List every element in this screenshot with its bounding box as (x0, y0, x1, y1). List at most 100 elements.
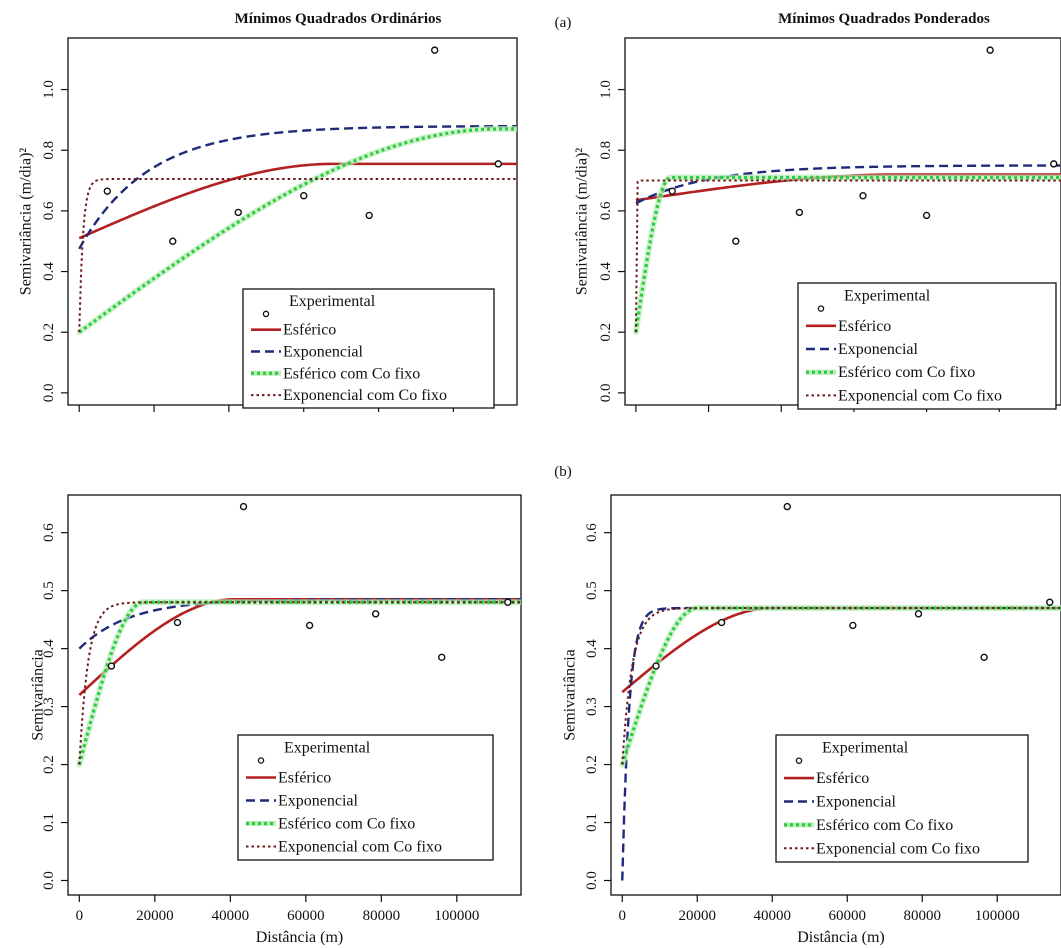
experimental-point (849, 621, 857, 630)
series-exponencial (78, 124, 517, 250)
legend-label-exponencial-com-co-fixo: Exponencial com Co fixo (283, 387, 447, 404)
legend-label-exponencial: Exponencial (816, 794, 897, 811)
y-tick-label: 0.4 (41, 262, 57, 281)
y-tick-label: 1.0 (41, 80, 57, 99)
experimental-point (173, 618, 182, 627)
legend-label-esferico: Esférico (838, 318, 891, 335)
x-tick-label: 0 (619, 908, 627, 924)
series-exponencial (635, 164, 1061, 205)
legend-box (237, 734, 494, 861)
panel-label-b: (b) (554, 464, 572, 480)
y-axis-label: Semivariância (30, 649, 47, 741)
y-tick-label: 0.8 (41, 141, 57, 160)
series-exponencial-com-co-fixo (78, 178, 517, 333)
experimental-point (652, 662, 660, 670)
series-exponencial-com-co-fixo (78, 601, 521, 765)
legend-label-exponencial-com-co-fixo: Exponencial com Co fixo (838, 387, 1002, 404)
experimental-point (239, 502, 248, 511)
x-axis-label: Distância (m) (797, 929, 885, 946)
x-tick-label: 40000 (212, 908, 250, 924)
experimental-point (430, 46, 439, 54)
y-tick-label: 0.6 (41, 523, 57, 542)
y-tick-label: 0.2 (41, 323, 57, 342)
experimental-point (107, 662, 116, 670)
y-tick-label: 0.6 (584, 523, 600, 542)
legend-label-exponencial: Exponencial (278, 793, 359, 810)
y-tick-label: 0.0 (41, 383, 57, 402)
experimental-point (783, 502, 791, 511)
legend-symbol-experimental (795, 757, 803, 764)
experimental-point (365, 211, 373, 220)
legend-symbol-experimental (817, 305, 825, 312)
legend: Experimental Esférico Exponencial Esférico … (242, 288, 495, 409)
legend: Experimental Esférico Exponencial Esférico … (797, 282, 1057, 410)
y-tick-label: 0.0 (598, 383, 614, 402)
plot-area (76, 46, 517, 336)
x-tick-label: 40000 (754, 908, 792, 924)
experimental-point (986, 46, 994, 54)
x-tick-label: 100000 (975, 908, 1020, 924)
x-tick-label: 60000 (287, 908, 325, 924)
experimental-point (169, 237, 177, 245)
y-axis-label: Semivariância (m/dia)² (18, 148, 35, 296)
x-tick-label: 0 (76, 908, 84, 924)
chart-title: Mínimos Quadrados Ordinários (235, 11, 442, 27)
x-tick-label: 80000 (904, 908, 942, 924)
panel-label-a: (a) (555, 15, 572, 31)
experimental-point (438, 653, 446, 662)
experimental-point (1050, 160, 1058, 168)
experimental-point (234, 208, 242, 217)
plot-frame (610, 494, 1061, 896)
y-tick-label: 0.0 (41, 871, 57, 890)
y-tick-label: 0.8 (598, 141, 614, 160)
legend-box (797, 282, 1057, 410)
series-esferico-com-co-fixo (634, 175, 1061, 333)
y-tick-label: 0.2 (598, 323, 614, 342)
legend-label-exponencial-com-co-fixo: Exponencial com Co fixo (278, 839, 442, 856)
y-tick-label: 0.1 (584, 813, 600, 832)
experimental-point (980, 653, 988, 662)
experimental-point (504, 598, 512, 606)
y-tick-label: 0.2 (584, 755, 600, 774)
legend-label-esferico-com-co-fixo: Esférico com Co fixo (283, 365, 420, 382)
legend-label-esferico-com-co-fixo: Esférico com Co fixo (816, 817, 953, 834)
chart-b-wls: 0.0 0.1 0.2 0.3 0.4 0.5 0.6 Semivariância 0 20000… (562, 494, 1061, 946)
experimental-point (717, 618, 726, 627)
y-tick-label: 1.0 (598, 80, 614, 99)
y-tick-label: 0.2 (41, 755, 57, 774)
y-tick-label: 0.4 (584, 639, 600, 658)
legend: Experimental Esférico Exponencial Esférico … (775, 734, 1029, 863)
chart-title: Mínimos Quadrados Ponderados (778, 11, 990, 27)
y-tick-label: 0.6 (41, 201, 57, 220)
experimental-point (859, 192, 867, 200)
x-tick-label: 80000 (363, 908, 401, 924)
plot-area (76, 502, 521, 768)
y-tick-label: 0.4 (598, 262, 614, 281)
x-axis-label: Distância (m) (256, 929, 344, 946)
y-tick-label: 0.5 (41, 581, 57, 600)
chart-b-ols: 0.0 0.1 0.2 0.3 0.4 0.5 0.6 Semivariância 0 20000… (30, 494, 522, 946)
chart-a-wls: Mínimos Quadrados Ponderados 0.0 0.2 0.4 0.6… (574, 11, 1061, 412)
legend-label-exponencial: Exponencial (838, 341, 919, 358)
experimental-point (732, 237, 740, 245)
experimental-point (300, 192, 308, 200)
y-tick-label: 0.0 (584, 871, 600, 890)
legend-symbol-experimental (262, 310, 270, 318)
chart-a-ols: Mínimos Quadrados Ordinários 0.0 0.2 0.4 0.6… (18, 11, 518, 412)
series-halo-esferico-com-co-fixo (76, 125, 517, 336)
y-tick-label: 0.3 (41, 697, 57, 716)
legend-box (242, 288, 495, 409)
x-tick-label: 60000 (829, 908, 867, 924)
legend-label-esferico-com-co-fixo: Esférico com Co fixo (278, 816, 415, 833)
legend-label-experimental: Experimental (844, 288, 931, 305)
y-tick-label: 0.1 (41, 813, 57, 832)
legend-label-exponencial: Exponencial (283, 344, 364, 361)
legend-label-esferico: Esférico (278, 770, 331, 787)
series-esferico (621, 606, 1061, 694)
legend-symbol-experimental (257, 757, 265, 764)
y-axis-label: Semivariância (m/dia)² (574, 148, 591, 296)
experimental-point (922, 211, 931, 220)
y-tick-label: 0.4 (41, 639, 57, 658)
plot-area (632, 46, 1061, 336)
